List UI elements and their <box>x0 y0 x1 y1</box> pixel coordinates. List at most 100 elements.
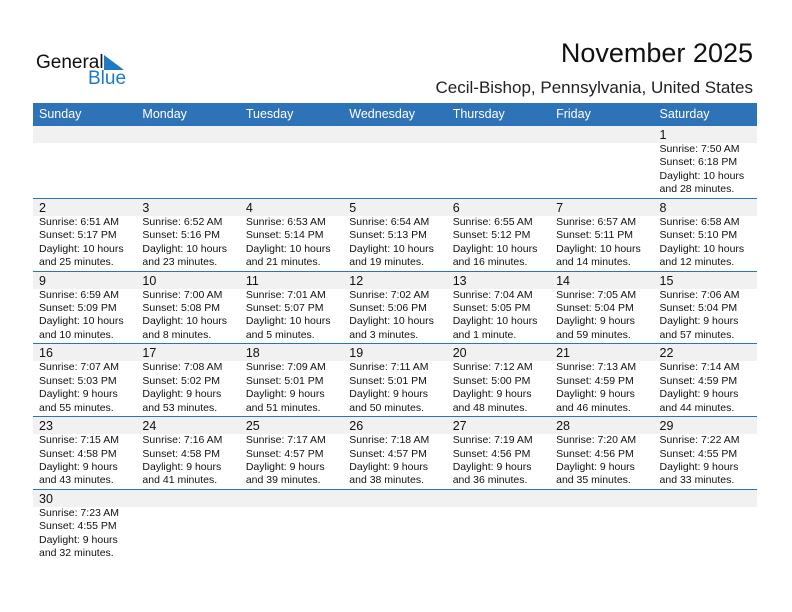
daylight1-text: Daylight: 10 hours <box>245 242 331 255</box>
calendar-body: 1 Sunrise: 7:50 AM Sunset: 6:18 PM Daylight… <box>33 126 757 563</box>
week-row: 30 Sunrise: 7:23 AM Sunset: 4:55 PM Dayligh… <box>33 489 757 563</box>
sunset-text: Sunset: 5:01 PM <box>245 374 324 387</box>
sunrise-text: Sunrise: 7:22 AM <box>659 434 740 447</box>
daylight1-text: Daylight: 9 hours <box>142 461 222 473</box>
day-cell: 9 Sunrise: 6:59 AM Sunset: 5:09 PM Daylight… <box>33 272 136 343</box>
weekday-friday: Friday <box>556 107 591 121</box>
sunset-text: Sunset: 5:13 PM <box>349 229 427 242</box>
daylight2-text: and 36 minutes. <box>452 474 528 487</box>
sunrise-text: Sunrise: 7:23 AM <box>39 506 119 519</box>
daylight2-text: and 55 minutes. <box>39 401 114 414</box>
empty-cell <box>550 490 653 561</box>
sunset-text: Sunset: 4:55 PM <box>39 520 117 533</box>
daylight1-text: Daylight: 9 hours <box>349 461 429 473</box>
day-number: 25 <box>245 419 260 434</box>
sunrise-text: Sunrise: 7:15 AM <box>39 434 119 447</box>
daylight2-text: and 1 minute. <box>452 328 517 341</box>
day-number: 30 <box>39 491 53 506</box>
daylight1-text: Daylight: 10 hours <box>452 315 538 328</box>
empty-cell <box>136 490 239 561</box>
sunrise-text: Sunrise: 7:04 AM <box>452 288 533 301</box>
sunset-text: Sunset: 5:16 PM <box>142 229 221 242</box>
day-number: 29 <box>659 419 674 434</box>
daylight2-text: and 14 minutes. <box>556 256 631 269</box>
sunset-text: Sunset: 4:57 PM <box>245 447 324 460</box>
logo-text-general: General <box>36 52 104 73</box>
empty-cell <box>240 126 343 197</box>
empty-cell <box>136 126 239 197</box>
daylight2-text: and 39 minutes. <box>245 474 321 487</box>
day-number: 27 <box>452 419 467 434</box>
weekday-saturday: Saturday <box>659 107 710 121</box>
week-row: 23 Sunrise: 7:15 AM Sunset: 4:58 PM Dayligh… <box>33 417 757 490</box>
sunrise-text: Sunrise: 7:00 AM <box>142 288 223 301</box>
empty-cell <box>343 126 446 197</box>
sunset-text: Sunset: 5:04 PM <box>659 302 738 314</box>
weekday-tuesday: Tuesday <box>245 107 294 121</box>
sunrise-text: Sunrise: 7:12 AM <box>452 361 533 374</box>
weekday-header: Sunday Monday Tuesday Wednesday Thursday Frid… <box>33 103 757 126</box>
daylight2-text: and 28 minutes. <box>659 183 735 196</box>
sunset-text: Sunset: 5:00 PM <box>452 374 531 387</box>
daylight2-text: and 44 minutes. <box>659 401 735 414</box>
day-number: 8 <box>659 200 667 215</box>
sunset-text: Sunset: 4:58 PM <box>142 447 221 460</box>
day-number: 9 <box>39 273 46 288</box>
daylight2-text: and 10 minutes. <box>39 328 114 341</box>
daylight1-text: Daylight: 9 hours <box>452 461 532 473</box>
sunset-text: Sunset: 5:03 PM <box>39 374 117 387</box>
day-cell: 4 Sunrise: 6:53 AM Sunset: 5:14 PM Daylight… <box>240 199 343 270</box>
day-number: 28 <box>556 419 571 434</box>
daylight1-text: Daylight: 9 hours <box>39 388 118 401</box>
day-number: 10 <box>142 273 157 288</box>
daylight1-text: Daylight: 9 hours <box>556 315 635 328</box>
date-band <box>33 126 757 143</box>
daylight1-text: Daylight: 10 hours <box>452 242 538 255</box>
daylight1-text: Daylight: 9 hours <box>142 388 222 401</box>
daylight2-text: and 33 minutes. <box>659 474 735 487</box>
day-number: 18 <box>245 346 260 361</box>
day-cell: 14 Sunrise: 7:05 AM Sunset: 5:04 PM Dayligh… <box>550 272 653 343</box>
sunrise-text: Sunrise: 6:59 AM <box>39 288 119 301</box>
day-cell: 21 Sunrise: 7:13 AM Sunset: 4:59 PM Dayligh… <box>550 344 653 415</box>
day-number: 19 <box>349 346 364 361</box>
daylight1-text: Daylight: 9 hours <box>349 388 429 401</box>
sunset-text: Sunset: 4:56 PM <box>556 447 634 460</box>
day-number: 14 <box>556 273 571 288</box>
date-band <box>33 417 757 435</box>
daylight2-text: and 25 minutes. <box>39 256 114 269</box>
day-cell: 29 Sunrise: 7:22 AM Sunset: 4:55 PM Dayligh… <box>654 417 757 488</box>
daylight1-text: Daylight: 9 hours <box>245 388 325 401</box>
daylight2-text: and 19 minutes. <box>349 256 424 269</box>
day-cell: 15 Sunrise: 7:06 AM Sunset: 5:04 PM Dayligh… <box>654 272 757 343</box>
daylight1-text: Daylight: 9 hours <box>556 461 635 473</box>
week-row: 1 Sunrise: 7:50 AM Sunset: 6:18 PM Daylight… <box>33 126 757 199</box>
day-cell: 3 Sunrise: 6:52 AM Sunset: 5:16 PM Daylight… <box>136 199 239 270</box>
logo-triangle-icon <box>104 55 124 70</box>
sunset-text: Sunset: 5:08 PM <box>142 302 221 314</box>
date-band <box>33 198 757 216</box>
day-cell: 7 Sunrise: 6:57 AM Sunset: 5:11 PM Daylight… <box>550 199 653 270</box>
day-number: 20 <box>452 346 467 361</box>
daylight2-text: and 41 minutes. <box>142 474 218 487</box>
sunrise-text: Sunrise: 6:52 AM <box>142 215 223 228</box>
day-cell: 17 Sunrise: 7:08 AM Sunset: 5:02 PM Dayligh… <box>136 344 239 415</box>
day-cell: 6 Sunrise: 6:55 AM Sunset: 5:12 PM Daylight… <box>447 199 550 270</box>
sunrise-text: Sunrise: 6:55 AM <box>452 215 533 228</box>
sunrise-text: Sunrise: 6:54 AM <box>349 215 430 228</box>
day-cell: 2 Sunrise: 6:51 AM Sunset: 5:17 PM Daylight… <box>33 199 136 270</box>
daylight1-text: Daylight: 9 hours <box>659 315 739 328</box>
sunset-text: Sunset: 4:59 PM <box>659 374 738 387</box>
sunset-text: Sunset: 5:10 PM <box>659 229 738 242</box>
day-number: 17 <box>142 346 157 361</box>
daylight1-text: Daylight: 10 hours <box>349 315 434 328</box>
empty-cell <box>447 490 550 561</box>
week-row: 2 Sunrise: 6:51 AM Sunset: 5:17 PM Daylight… <box>33 198 757 272</box>
date-band <box>33 344 757 362</box>
sunrise-text: Sunrise: 7:05 AM <box>556 288 637 301</box>
sunset-text: Sunset: 5:01 PM <box>349 374 427 387</box>
sunset-text: Sunset: 6:18 PM <box>659 156 738 169</box>
sunrise-text: Sunrise: 7:18 AM <box>349 434 430 447</box>
daylight2-text: and 8 minutes. <box>142 328 212 341</box>
sunrise-text: Sunrise: 7:08 AM <box>142 361 223 374</box>
